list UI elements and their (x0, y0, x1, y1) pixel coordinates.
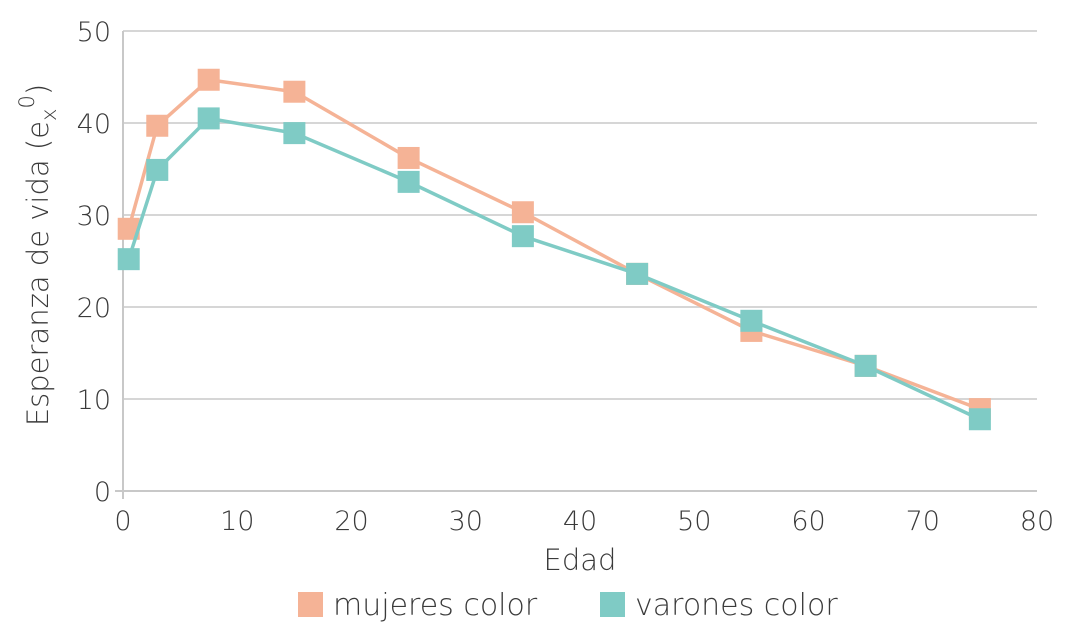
legend-swatch-mujeres (298, 592, 323, 617)
y-tick-label: 40 (77, 109, 111, 140)
series-1 (117, 107, 991, 431)
series-line (127, 116, 981, 421)
x-tick-label: 20 (334, 506, 368, 537)
data-point (146, 158, 169, 181)
data-point (197, 107, 220, 130)
tick-labels: 0 10 20 30 40 50 0 10 20 30 40 50 60 70 80 (77, 17, 1055, 537)
data-point (397, 146, 420, 169)
data-point (283, 80, 306, 103)
data-point (283, 122, 306, 145)
x-tick-label: 10 (220, 506, 254, 537)
data-point (197, 68, 220, 91)
y-tick-label: 10 (77, 385, 111, 416)
data-point (626, 262, 649, 285)
data-point (397, 170, 420, 193)
x-tick-label: 50 (677, 506, 711, 537)
data-point (968, 408, 991, 431)
x-tick-label: 80 (1020, 506, 1054, 537)
x-axis-title: Edad (544, 543, 617, 577)
x-tick-label: 40 (563, 506, 597, 537)
gridlines (123, 30, 1037, 400)
series-layer (117, 68, 991, 431)
y-axis-title: Esperanza de vida (ex0) (15, 84, 61, 426)
legend-label-varones: varones color (635, 588, 838, 623)
series-line (127, 78, 981, 411)
data-point (117, 217, 140, 240)
legend-swatch-varones (600, 592, 625, 617)
legend-label-mujeres: mujeres color (333, 588, 538, 623)
y-tick-label: 0 (94, 477, 111, 508)
x-tick-label: 0 (114, 506, 131, 537)
y-tick-label: 20 (77, 293, 111, 324)
data-point (854, 354, 877, 377)
x-tick-label: 60 (791, 506, 825, 537)
y-tick-label: 30 (77, 201, 111, 232)
data-point (511, 201, 534, 224)
y-tick-label: 50 (77, 17, 111, 48)
x-tick-label: 70 (906, 506, 940, 537)
x-tick-label: 30 (449, 506, 483, 537)
data-point (740, 309, 763, 332)
data-point (511, 225, 534, 248)
data-point (146, 114, 169, 137)
axes (115, 31, 1037, 499)
data-point (117, 248, 140, 271)
legend: mujeres color varones color (298, 588, 838, 623)
